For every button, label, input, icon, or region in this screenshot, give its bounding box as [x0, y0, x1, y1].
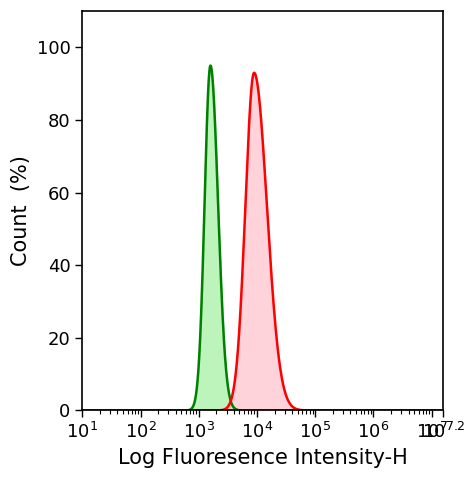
- Y-axis label: Count  (%): Count (%): [11, 155, 31, 266]
- X-axis label: Log Fluoresence Intensity-H: Log Fluoresence Intensity-H: [118, 448, 408, 468]
